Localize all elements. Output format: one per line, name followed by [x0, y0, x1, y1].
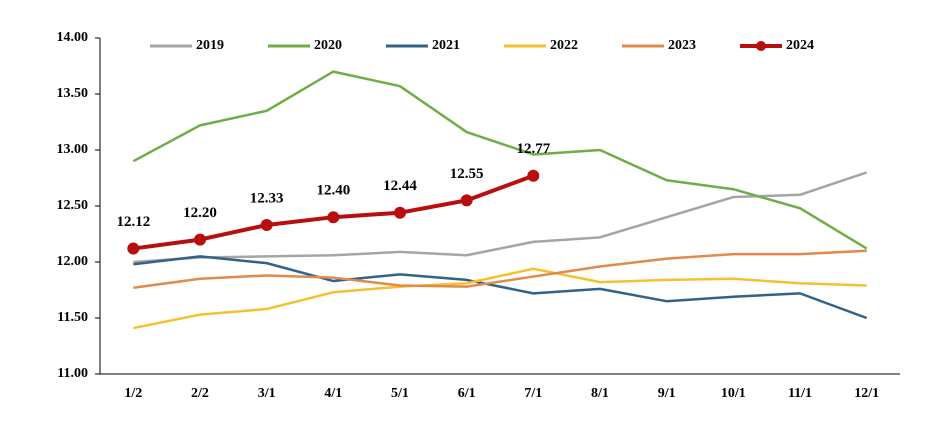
legend-label: 2020	[314, 38, 342, 53]
y-tick-label: 12.50	[57, 198, 89, 213]
series-line	[133, 267, 867, 330]
legend-marker	[756, 41, 766, 51]
legend-label: 2022	[550, 38, 578, 53]
series-line	[133, 249, 867, 289]
x-tick-label: 2/2	[191, 386, 209, 401]
x-tick-label: 9/1	[658, 386, 676, 401]
x-tick-label: 12/1	[854, 386, 879, 401]
y-tick-label: 11.00	[57, 366, 88, 381]
point	[327, 211, 340, 224]
point	[260, 219, 273, 232]
series-line	[132, 70, 868, 250]
data-label: 12.40	[316, 183, 350, 199]
point	[460, 194, 473, 207]
data-label: 12.33	[250, 190, 284, 206]
x-tick-label: 5/1	[391, 386, 409, 401]
legend-label: 2023	[668, 38, 696, 53]
x-tick-label: 1/2	[124, 386, 142, 401]
legend-label: 2019	[196, 38, 224, 53]
point	[527, 169, 540, 182]
y-tick-label: 13.00	[57, 142, 89, 157]
x-tick-label: 10/1	[721, 386, 746, 401]
x-tick-label: 4/1	[324, 386, 342, 401]
data-label: 12.77	[516, 141, 550, 157]
legend-label: 2021	[432, 38, 460, 53]
data-label: 12.12	[116, 214, 150, 230]
x-tick-label: 3/1	[258, 386, 276, 401]
y-tick-label: 14.00	[57, 30, 89, 45]
x-tick-label: 11/1	[788, 386, 812, 401]
y-tick-label: 12.00	[57, 254, 89, 269]
x-tick-label: 6/1	[458, 386, 476, 401]
legend-label: 2024	[786, 38, 814, 53]
data-label: 12.55	[450, 166, 484, 182]
point	[127, 242, 140, 255]
y-tick-label: 13.50	[57, 86, 89, 101]
data-label: 12.44	[383, 178, 417, 194]
data-label: 12.20	[183, 205, 217, 221]
point	[394, 206, 406, 219]
y-tick-label: 11.50	[57, 310, 88, 325]
series-line	[133, 255, 868, 320]
point	[194, 233, 206, 246]
x-tick-label: 7/1	[524, 386, 542, 401]
series-line	[133, 171, 868, 264]
x-tick-label: 8/1	[591, 386, 609, 401]
